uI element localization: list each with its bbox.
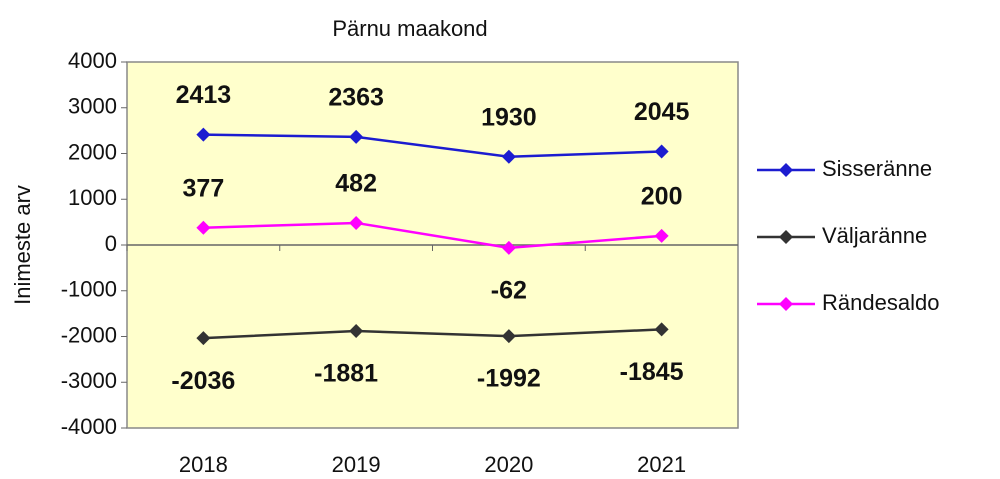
point-marker [196,220,211,235]
point-marker [349,324,364,339]
data-label: 1930 [481,103,537,131]
y-tick-label: -3000 [61,368,117,393]
data-label: 482 [335,170,377,198]
point-marker [654,144,669,159]
series-line [203,221,662,250]
point-marker [196,331,211,346]
y-tick-label: 3000 [68,94,117,119]
legend-marker [779,163,793,177]
point-marker [501,329,516,344]
point-marker [349,129,364,144]
y-tick-label: -1000 [61,277,117,302]
y-axis-label: Inimeste arv [10,185,35,305]
y-tick-label: 1000 [68,185,117,210]
point-marker [501,149,516,164]
data-label: 2413 [176,81,232,109]
legend-label: Sisseränne [822,156,932,181]
legend-label: Rändesaldo [822,290,939,315]
point-marker [654,322,669,337]
x-tick-label: 2019 [332,452,381,477]
chart-title: Pärnu maakond [332,16,487,41]
data-label: -1845 [620,358,684,386]
data-label: -1881 [314,360,378,388]
y-tick-label: 4000 [68,48,117,73]
series-line [203,328,662,340]
data-label: 200 [641,182,683,210]
y-tick-label: -4000 [61,414,117,439]
legend-marker [779,230,793,244]
data-label: 377 [183,174,225,202]
data-label: 2363 [328,84,384,112]
x-tick-label: 2018 [179,452,228,477]
point-marker [196,127,211,142]
y-tick-label: 0 [105,231,117,256]
data-label: -1992 [477,365,541,393]
data-label: -62 [491,276,527,304]
y-tick-label: 2000 [68,139,117,164]
y-tick-label: -2000 [61,322,117,347]
data-label: 2045 [634,98,690,126]
legend-marker [779,297,793,311]
point-marker [654,228,669,243]
data-label: -2036 [171,367,235,395]
series-line [203,133,662,158]
x-tick-label: 2020 [484,452,533,477]
legend-label: Väljaränne [822,223,927,248]
x-tick-label: 2021 [637,452,686,477]
point-marker [501,240,516,255]
point-marker [349,215,364,230]
